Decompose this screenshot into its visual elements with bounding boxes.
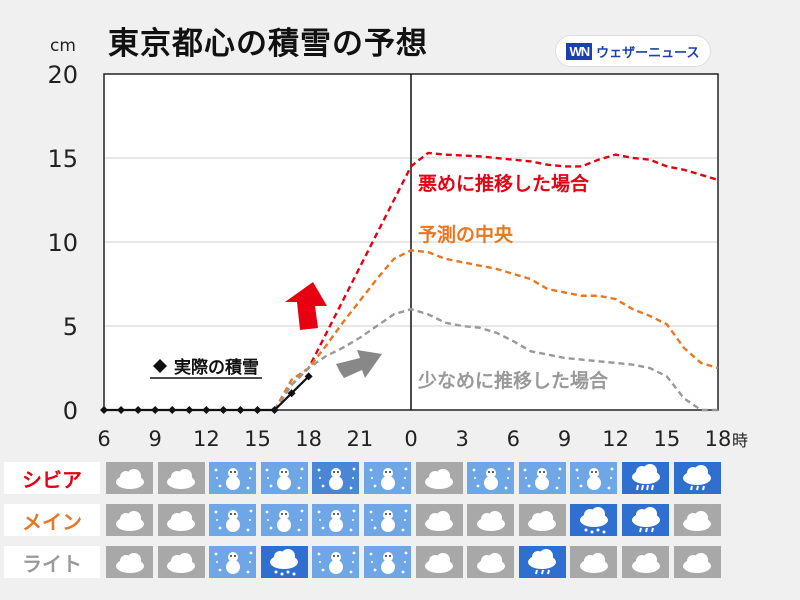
cloud-icon	[415, 462, 463, 494]
observed-legend-marker	[153, 359, 167, 373]
rain-icon	[673, 462, 721, 494]
observed-point	[253, 406, 262, 414]
cloud-icon	[157, 462, 205, 494]
page-title: 東京都心の積雪の予想	[108, 26, 428, 62]
cloud-icon	[106, 504, 153, 536]
weathernews-logo: WN ウェザーニュース	[556, 36, 710, 66]
cloud-icon	[467, 546, 515, 578]
x-tick-label-10: 12	[602, 427, 629, 451]
snow-icon	[364, 546, 411, 578]
observed-legend-label: 実際の積雪	[174, 357, 259, 378]
snow-icon	[312, 504, 360, 536]
y-tick-label-10: 10	[47, 229, 78, 257]
rain-heavy-icon	[622, 462, 669, 494]
x-tick-label-7: 3	[455, 427, 468, 451]
observed-point	[270, 406, 279, 414]
series-high-line	[273, 151, 719, 411]
snow-icon	[518, 462, 566, 494]
x-tick-label-1: 9	[148, 427, 161, 451]
cloud-icon	[106, 546, 153, 578]
x-tick-label-5: 21	[346, 427, 373, 451]
snow-icon	[260, 504, 308, 536]
y-tick-label-0: 0	[63, 397, 78, 425]
red-up-arrow	[285, 282, 327, 330]
cloud-icon	[518, 504, 566, 536]
observed-point	[304, 372, 313, 381]
snow-icon	[364, 504, 411, 536]
cloud-icon	[622, 546, 669, 578]
snow-icon	[209, 504, 257, 536]
observed-point	[185, 406, 194, 414]
cloud-icon	[673, 504, 721, 536]
cloud-icon	[673, 546, 721, 578]
observed-point	[236, 406, 245, 414]
snow-icon	[209, 546, 257, 578]
observed-point	[168, 406, 177, 414]
logo-text: ウェザーニュース	[596, 45, 700, 61]
x-tick-label-6: 0	[404, 427, 417, 451]
observed-point	[202, 406, 211, 414]
rain-icon	[518, 546, 566, 578]
label-mid-series: 予測の中央	[418, 223, 514, 246]
cloud-icon	[157, 504, 205, 536]
y-unit-label: cm	[50, 36, 76, 56]
observed-point	[219, 406, 228, 414]
observed-point	[151, 406, 160, 414]
snow-icon	[312, 546, 360, 578]
weather-row-label: シビア	[4, 462, 100, 494]
cloud-icon	[467, 504, 515, 536]
x-tick-label-3: 15	[244, 427, 271, 451]
snow-icon	[570, 462, 618, 494]
label-high-series: 悪めに推移した場合	[418, 172, 590, 195]
series-low-line	[273, 307, 718, 412]
y-tick-label-20: 20	[47, 61, 78, 89]
snow-icon	[467, 462, 515, 494]
snow-icon	[209, 462, 257, 494]
x-tick-label-4: 18	[295, 427, 322, 451]
cloud-icon	[106, 462, 153, 494]
y-tick-label-5: 5	[63, 313, 78, 341]
observed-point	[287, 389, 296, 398]
x-tick-label-2: 12	[193, 427, 220, 451]
logo-mark: WN	[566, 42, 593, 60]
series-mid-line	[273, 249, 719, 411]
x-axis-suffix: 時	[732, 431, 748, 450]
label-low-series: 少なめに推移した場合	[417, 369, 609, 392]
weather-row-label: ライト	[4, 546, 100, 578]
cloud-icon	[415, 504, 463, 536]
snow-icon	[260, 462, 308, 494]
y-tick-label-15: 15	[47, 145, 78, 173]
x-tick-label-9: 9	[558, 427, 571, 451]
weather-row-label: メイン	[4, 504, 100, 536]
observed-point	[117, 406, 126, 414]
cloud-icon	[570, 546, 618, 578]
snow-cloud-icon	[570, 504, 618, 536]
cloud-icon	[157, 546, 205, 578]
x-tick-label-11: 15	[653, 427, 680, 451]
x-tick-label-0: 6	[97, 427, 110, 451]
rain-icon	[622, 504, 669, 536]
x-tick-label-8: 6	[507, 427, 520, 451]
snow-icon	[364, 462, 411, 494]
observed-point	[134, 406, 143, 414]
gray-arrow	[336, 350, 382, 378]
cloud-icon	[415, 546, 463, 578]
snow-heavy-icon	[312, 462, 360, 494]
observed-point	[100, 406, 108, 414]
x-tick-label-12: 18	[705, 427, 732, 451]
snow-cloud-icon	[260, 546, 308, 578]
